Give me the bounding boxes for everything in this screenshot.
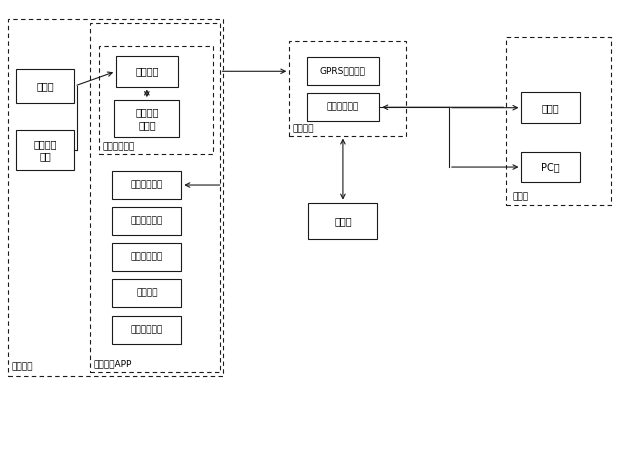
Text: 手机端: 手机端	[542, 103, 559, 113]
Bar	[522, 92, 580, 123]
Bar	[112, 171, 181, 199]
Bar	[307, 93, 379, 121]
Text: 采集模块: 采集模块	[135, 66, 159, 76]
Text: 录入数据模块: 录入数据模块	[103, 143, 135, 152]
Text: 蓝牙通信模块: 蓝牙通信模块	[327, 103, 359, 112]
Bar	[506, 37, 611, 205]
Bar	[112, 207, 181, 235]
Bar	[112, 243, 181, 271]
Text: 服务器: 服务器	[334, 216, 352, 226]
Bar	[8, 18, 222, 376]
Bar	[16, 69, 74, 103]
Text: 个人信息模块: 个人信息模块	[130, 325, 163, 334]
Bar	[307, 57, 379, 85]
Text: PC机: PC机	[541, 162, 560, 172]
Bar	[112, 279, 181, 307]
Bar	[90, 23, 219, 372]
Text: 摄像头: 摄像头	[36, 81, 54, 91]
Bar	[114, 100, 179, 137]
Bar	[522, 152, 580, 182]
Bar	[116, 56, 177, 87]
Bar	[99, 46, 213, 153]
Text: 移动验收APP: 移动验收APP	[93, 359, 132, 368]
Text: 通信模块: 通信模块	[292, 124, 314, 133]
Text: 语音输入
单元: 语音输入 单元	[33, 139, 57, 161]
Bar	[112, 316, 181, 344]
Text: 资料查询模块: 资料查询模块	[130, 253, 163, 262]
Bar	[16, 130, 74, 170]
Text: 数据保存模块: 数据保存模块	[130, 180, 163, 189]
Text: 上位机: 上位机	[512, 193, 528, 202]
Text: 登陆界面: 登陆界面	[136, 289, 158, 298]
Bar	[289, 41, 407, 136]
Bar	[308, 202, 378, 239]
Text: 移动终端: 移动终端	[12, 363, 33, 372]
Text: 上传记录模块: 上传记录模块	[130, 216, 163, 226]
Text: GPRS通信模块: GPRS通信模块	[320, 67, 366, 76]
Text: 标准缺陷
数据库: 标准缺陷 数据库	[135, 107, 159, 130]
